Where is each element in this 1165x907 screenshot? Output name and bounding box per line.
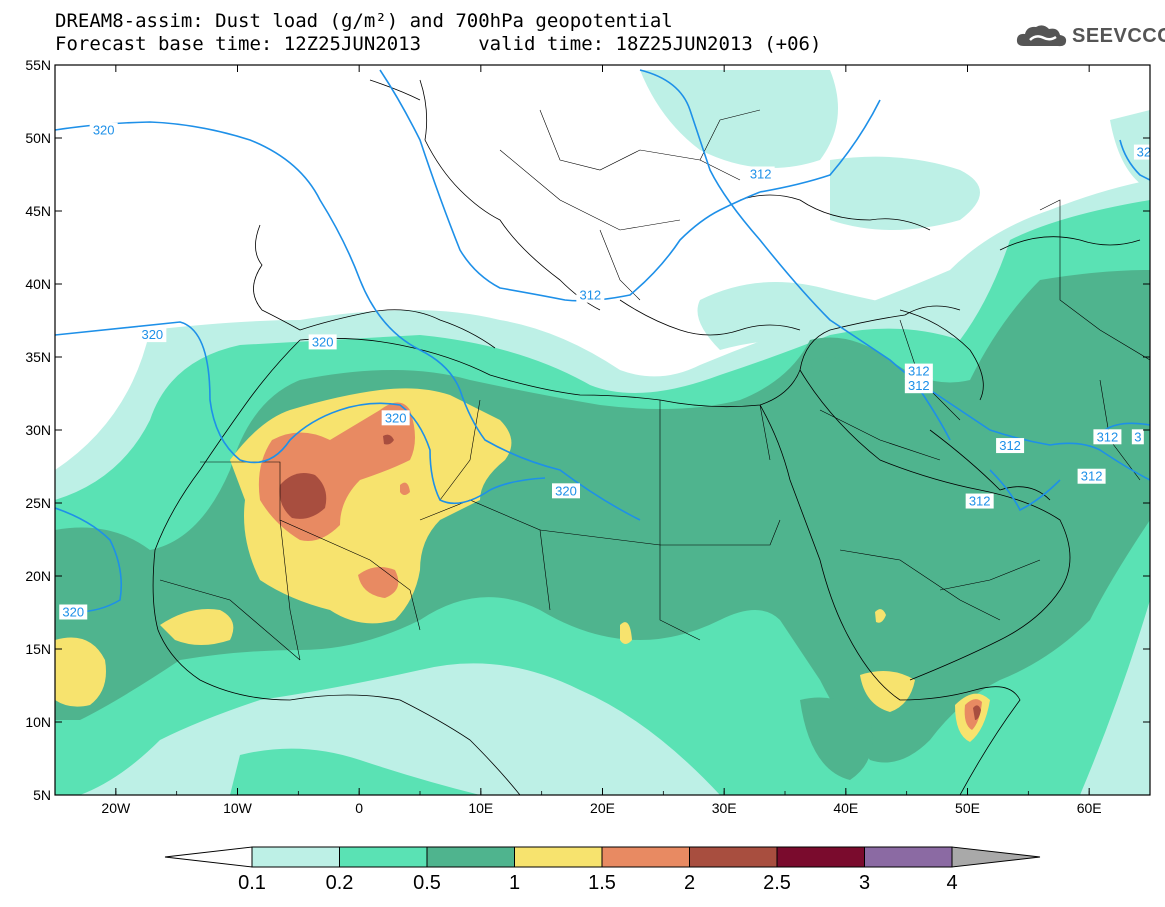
- lat-label: 30N: [25, 422, 51, 438]
- colorbar-label: 1: [509, 872, 520, 894]
- colorbar-label: 0.2: [326, 872, 354, 894]
- contour-label-bg: [904, 378, 933, 394]
- contour-label: 320: [312, 334, 334, 349]
- seevccc-logo: SEEVCCC: [1016, 22, 1165, 50]
- lat-label: 50N: [25, 130, 51, 146]
- colorbar-label: 2: [684, 872, 695, 894]
- lon-label: 20E: [590, 800, 615, 816]
- contour-label-bg: [1133, 144, 1150, 160]
- contour-label: 312: [969, 494, 991, 509]
- lat-label: 45N: [25, 203, 51, 219]
- contour-label-bg: [552, 483, 580, 499]
- colorbar-segment: [601, 846, 690, 868]
- lon-label: 10E: [468, 800, 493, 816]
- lat-label: 10N: [25, 714, 51, 730]
- contour-label: 320: [93, 123, 115, 138]
- longitude-axis: 20W 10W 0 10E 20E 30E 40E 50E 60E: [54, 65, 1151, 816]
- lat-label: 35N: [25, 349, 51, 365]
- contour-label-bg: [89, 122, 118, 138]
- contour-label: 312: [1081, 469, 1103, 484]
- contour-label-bg: [746, 166, 775, 182]
- contour-label: 3: [1134, 429, 1141, 444]
- colorbar-low-arrow: [164, 846, 253, 868]
- lon-label: 60E: [1077, 800, 1102, 816]
- contour-label: 312: [908, 364, 930, 379]
- contour-label-bg: [381, 410, 410, 426]
- colorbar-label: 4: [946, 872, 957, 894]
- lat-label: 20N: [25, 568, 51, 584]
- colorbar-segment: [776, 846, 865, 868]
- lon-label: 10W: [223, 800, 253, 816]
- colorbar-segment: [514, 846, 603, 868]
- contour-label: 320: [555, 483, 577, 498]
- cloud-icon: [1016, 25, 1067, 47]
- contour-label: 320: [141, 327, 163, 342]
- colorbar-segment: [864, 846, 953, 868]
- colorbar-high-arrow: [951, 846, 1041, 868]
- lon-label: 0: [355, 800, 363, 816]
- lon-label: 40E: [833, 800, 858, 816]
- contour-label-bg: [576, 287, 605, 303]
- contour-label: 32: [1137, 145, 1151, 160]
- contour-label-bg: [996, 438, 1025, 454]
- contour-label-bg: [1131, 429, 1144, 445]
- map-title: DREAM8-assim: Dust load (g/m²) and 700hP…: [55, 10, 673, 32]
- colorbar-segment: [339, 846, 428, 868]
- contour-label: 320: [62, 605, 84, 620]
- contour-label-bg: [138, 327, 167, 343]
- lon-label: 20W: [101, 800, 131, 816]
- contour-label: 320: [385, 410, 407, 425]
- colorbar-segment: [689, 846, 778, 868]
- colorbar: 0.1 0.2 0.5 1 1.5 2 2.5 3 4: [164, 846, 1041, 894]
- contour-label: 312: [999, 438, 1021, 453]
- contour-label: 312: [579, 288, 601, 303]
- contour-label-bg: [1093, 429, 1122, 445]
- colorbar-label: 3: [859, 872, 870, 894]
- colorbar-segment: [426, 846, 515, 868]
- lat-label: 40N: [25, 276, 51, 292]
- forecast-time-line: Forecast base time: 12Z25JUN2013 valid t…: [55, 33, 822, 55]
- lat-label: 55N: [25, 57, 51, 73]
- colorbar-label: 0.5: [413, 872, 441, 894]
- country-borders: [159, 109, 1150, 661]
- dust-band-0.5: [55, 270, 1150, 780]
- contour-label-bg: [59, 604, 88, 620]
- contour-label: 312: [750, 167, 772, 182]
- colorbar-label: 1.5: [588, 872, 616, 894]
- lon-label: 30E: [712, 800, 737, 816]
- colorbar-segment: [251, 846, 340, 868]
- contour-label-bg: [1077, 468, 1106, 484]
- lat-label: 25N: [25, 495, 51, 511]
- contour-label: 312: [1097, 429, 1119, 444]
- contour-label-bg: [904, 363, 933, 379]
- lat-label: 5N: [33, 787, 51, 803]
- lat-label: 15N: [25, 641, 51, 657]
- contour-label-bg: [308, 334, 337, 350]
- contour-label-bg: [965, 493, 994, 509]
- latitude-axis: 5N 10N 15N 20N 25N 30N 35N 40N 45N 50N 55N: [25, 57, 1150, 803]
- contour-label: 312: [908, 378, 930, 393]
- dust-band-2: [279, 434, 981, 720]
- colorbar-label: 0.1: [238, 872, 266, 894]
- geopotential-contours: [55, 69, 1150, 613]
- logo-text: SEEVCCC: [1072, 24, 1165, 47]
- colorbar-label: 2.5: [763, 872, 791, 894]
- lon-label: 50E: [955, 800, 980, 816]
